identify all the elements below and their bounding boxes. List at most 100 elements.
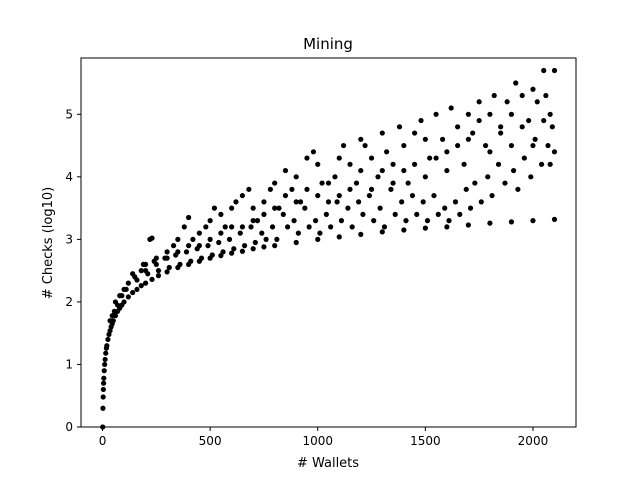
data-point xyxy=(231,246,237,252)
data-point xyxy=(422,225,428,231)
data-point xyxy=(261,199,267,205)
data-point xyxy=(285,224,291,230)
data-point xyxy=(401,167,407,174)
data-point xyxy=(222,224,228,230)
data-point xyxy=(457,211,463,217)
data-point xyxy=(164,269,170,275)
data-point xyxy=(218,230,224,236)
data-point xyxy=(414,211,420,217)
data-point xyxy=(530,218,536,224)
data-point xyxy=(140,261,147,267)
data-point xyxy=(164,255,170,261)
data-point xyxy=(211,205,218,211)
data-point xyxy=(207,218,213,224)
data-point xyxy=(254,218,261,224)
data-point xyxy=(304,155,310,161)
data-point xyxy=(100,405,106,411)
data-point xyxy=(551,149,558,155)
data-point xyxy=(274,236,280,242)
y-tick-label: 5 xyxy=(65,107,73,121)
data-point xyxy=(203,224,209,230)
data-point xyxy=(125,294,131,300)
data-point xyxy=(102,356,108,363)
y-tick-label: 3 xyxy=(65,232,73,246)
data-point xyxy=(138,268,144,274)
x-axis-label: # Wallets xyxy=(297,456,359,471)
data-point xyxy=(442,205,448,211)
data-point xyxy=(340,142,347,149)
data-point xyxy=(530,142,536,149)
data-point xyxy=(360,211,366,217)
data-point xyxy=(198,255,205,261)
data-point xyxy=(134,277,140,283)
data-point xyxy=(472,180,478,186)
data-point xyxy=(188,258,194,264)
data-point xyxy=(114,302,121,308)
data-point xyxy=(325,199,332,205)
data-point xyxy=(102,361,108,368)
data-point xyxy=(149,276,155,282)
data-point xyxy=(526,117,532,124)
data-point xyxy=(272,180,278,186)
data-point xyxy=(101,380,107,386)
data-point xyxy=(455,124,461,130)
data-point xyxy=(175,236,181,242)
data-point xyxy=(431,192,437,199)
data-point xyxy=(541,117,547,124)
data-point xyxy=(345,205,351,211)
data-point xyxy=(487,220,493,226)
data-point xyxy=(358,167,364,174)
data-point xyxy=(267,186,273,192)
data-point xyxy=(261,244,267,250)
data-point xyxy=(259,230,265,236)
data-point xyxy=(452,199,459,205)
data-point xyxy=(334,199,340,205)
data-point xyxy=(502,180,508,186)
data-point xyxy=(487,111,493,117)
data-point xyxy=(390,180,396,186)
data-point xyxy=(379,167,385,174)
data-point xyxy=(269,224,276,230)
data-point xyxy=(435,211,441,217)
data-point xyxy=(196,243,202,249)
y-tick-label: 4 xyxy=(65,170,73,184)
data-point xyxy=(543,92,549,99)
data-point xyxy=(347,161,353,167)
data-point xyxy=(130,271,136,277)
data-point xyxy=(100,386,106,393)
data-point xyxy=(375,174,381,180)
data-point xyxy=(418,117,424,124)
data-point xyxy=(439,136,446,142)
data-point xyxy=(272,243,278,249)
data-point xyxy=(239,248,246,254)
data-point xyxy=(521,155,527,161)
data-point xyxy=(424,218,431,224)
data-point xyxy=(312,218,319,224)
data-point xyxy=(513,80,519,86)
data-point xyxy=(315,236,321,242)
data-point xyxy=(411,130,418,136)
data-point xyxy=(508,142,515,149)
data-point xyxy=(508,111,515,117)
data-point xyxy=(465,111,471,117)
data-point xyxy=(325,180,332,186)
data-point xyxy=(304,186,310,192)
x-tick-label: 2000 xyxy=(518,434,549,448)
data-point xyxy=(248,224,254,230)
data-point xyxy=(289,186,295,192)
data-point xyxy=(142,268,149,274)
data-point xyxy=(381,224,388,230)
data-point xyxy=(541,67,547,74)
data-point xyxy=(310,149,317,155)
data-point xyxy=(427,155,433,161)
y-axis-ticks: 0 1 2 3 4 5 xyxy=(65,107,81,434)
data-point xyxy=(368,155,375,161)
data-point xyxy=(433,111,439,117)
data-point xyxy=(226,236,233,242)
data-point xyxy=(483,142,489,149)
data-point xyxy=(291,218,297,224)
data-point xyxy=(504,99,510,105)
data-point xyxy=(401,227,407,233)
data-point xyxy=(388,186,394,192)
